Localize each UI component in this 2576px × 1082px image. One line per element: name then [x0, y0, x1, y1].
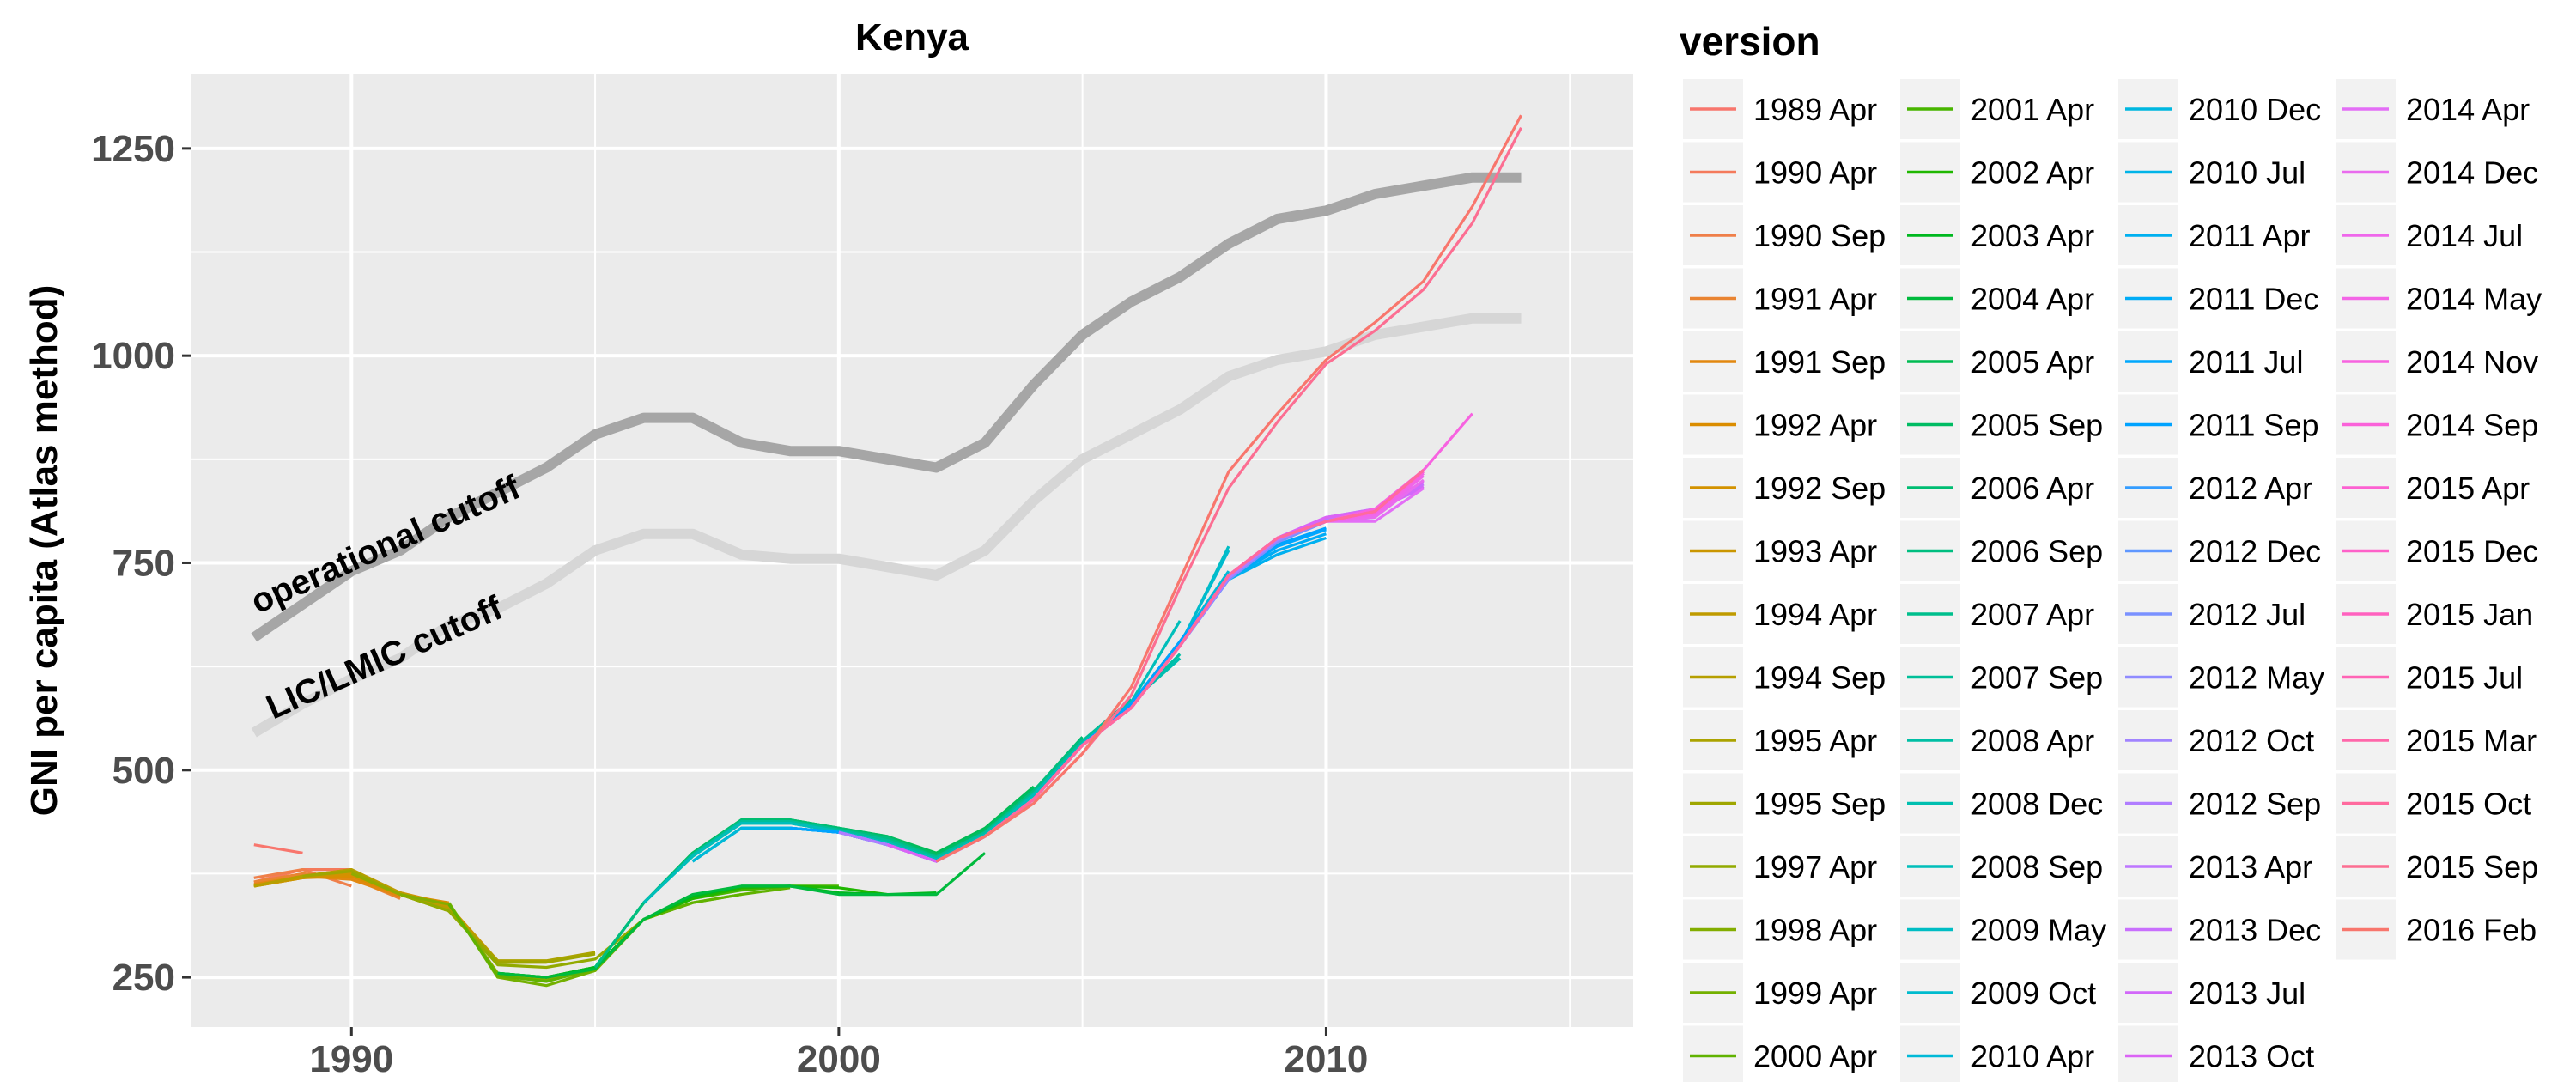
legend-label: 2015 Dec — [2406, 534, 2538, 569]
legend-label: 1995 Apr — [1753, 723, 1877, 758]
operational-cutoff-line — [251, 172, 1522, 642]
legend-label: 2006 Sep — [1971, 534, 2103, 569]
legend-label: 2012 Dec — [2189, 534, 2321, 569]
y-tick-label: 1000 — [91, 335, 175, 377]
legend-label: 2014 Apr — [2406, 92, 2530, 127]
x-tick-label: 2000 — [797, 1038, 881, 1080]
legend-label: 2008 Dec — [1971, 787, 2103, 822]
version-lines — [253, 114, 1522, 988]
legend-label: 1989 Apr — [1753, 92, 1877, 127]
y-tick-label: 250 — [112, 957, 175, 999]
legend-label: 2012 Oct — [2189, 723, 2314, 758]
legend-label: 2008 Apr — [1971, 723, 2094, 758]
plot-panel — [191, 74, 1633, 1027]
legend-key — [1900, 1025, 1960, 1082]
legend-label: 2007 Sep — [1971, 660, 2103, 696]
x-tick-label: 2010 — [1284, 1038, 1368, 1080]
legend-label: 1998 Apr — [1753, 913, 1877, 948]
x-tick-label: 1990 — [309, 1038, 393, 1080]
legend-label: 2014 Dec — [2406, 155, 2538, 191]
y-tick-label: 500 — [112, 750, 175, 792]
legend-label: 1991 Apr — [1753, 282, 1877, 317]
series-line-1989-apr — [253, 843, 303, 854]
legend-label: 1995 Sep — [1753, 787, 1886, 822]
legend-label: 2001 Apr — [1971, 92, 2094, 127]
legend-label: 1999 Apr — [1753, 976, 1877, 1011]
legend-label: 2010 Apr — [1971, 1039, 2094, 1074]
series-line-1990-sep — [253, 867, 352, 888]
legend-label: 1990 Sep — [1753, 218, 1886, 253]
legend-label: 1990 Apr — [1753, 155, 1877, 191]
legend-label: 2008 Sep — [1971, 849, 2103, 884]
legend-label: 1992 Sep — [1753, 471, 1886, 506]
legend-label: 1991 Sep — [1753, 344, 1886, 380]
y-tick-label: 1250 — [91, 128, 175, 170]
legend-label: 2012 May — [2189, 660, 2324, 696]
legend-key — [2118, 1025, 2178, 1082]
legend-label: 2015 Oct — [2406, 787, 2531, 822]
lic-lmic-cutoff-line — [251, 313, 1522, 738]
y-tick-label: 750 — [112, 542, 175, 584]
series-line-2016-feb — [935, 114, 1522, 863]
legend-label: 1994 Apr — [1753, 597, 1877, 632]
legend-label: 2010 Jul — [2189, 155, 2306, 191]
series-line-2004-apr — [497, 852, 987, 979]
legend-label: 2011 Apr — [2189, 218, 2310, 253]
major-grid — [191, 74, 1633, 1027]
series-line-2015-oct — [935, 469, 1425, 863]
legend-label: 1993 Apr — [1753, 534, 1877, 569]
cutoff-lines — [251, 172, 1522, 738]
legend-key — [1683, 1025, 1743, 1082]
legend-label: 2014 May — [2406, 282, 2542, 317]
legend-label: 2016 Feb — [2406, 913, 2537, 948]
legend-label: 2011 Jul — [2189, 344, 2303, 380]
legend-label: 2000 Apr — [1753, 1039, 1877, 1074]
legend-label: 2015 Jan — [2406, 597, 2533, 632]
legend-label: 2009 May — [1971, 913, 2106, 948]
legend-label: 1994 Sep — [1753, 660, 1886, 696]
legend-title: version — [1680, 19, 1820, 64]
axes: 1990 2000 2010 250 500 750 1000 1250 — [91, 128, 1368, 1080]
legend-label: 2003 Apr — [1971, 218, 2094, 253]
legend-label: 2015 Sep — [2406, 849, 2538, 884]
legend-label: 2012 Jul — [2189, 597, 2306, 632]
legend-label: 2004 Apr — [1971, 282, 2094, 317]
legend-label: 2005 Apr — [1971, 344, 2094, 380]
legend-label: 2009 Oct — [1971, 976, 2096, 1011]
y-axis-title: GNI per capita (Atlas method) — [23, 285, 65, 817]
legend-label: 2015 Jul — [2406, 660, 2523, 696]
legend-label: 2011 Sep — [2189, 408, 2318, 443]
legend-label: 2014 Sep — [2406, 408, 2538, 443]
legend-label: 2014 Jul — [2406, 218, 2523, 253]
chart-title: Kenya — [855, 16, 969, 58]
legend-label: 2002 Apr — [1971, 155, 2094, 191]
legend-label: 2010 Dec — [2189, 92, 2321, 127]
legend-label: 2014 Nov — [2406, 344, 2538, 380]
legend-label: 1992 Apr — [1753, 408, 1877, 443]
legend-label: 2012 Apr — [2189, 471, 2312, 506]
legend-label: 2006 Apr — [1971, 471, 2094, 506]
legend-label: 2013 Jul — [2189, 976, 2306, 1011]
legend-label: 2015 Mar — [2406, 723, 2537, 758]
legend-label: 2013 Apr — [2189, 849, 2312, 884]
legend-label: 2005 Sep — [1971, 408, 2103, 443]
legend: version 1989 Apr 1990 Apr 1990 Sep 1991 Apr… — [1680, 19, 2542, 1082]
legend-label: 2012 Sep — [2189, 787, 2321, 822]
legend-label: 2011 Dec — [2189, 282, 2318, 317]
legend-label: 1997 Apr — [1753, 849, 1877, 884]
legend-label: 2013 Oct — [2189, 1039, 2314, 1074]
legend-label: 2015 Apr — [2406, 471, 2530, 506]
legend-label: 2007 Apr — [1971, 597, 2094, 632]
legend-label: 2013 Dec — [2189, 913, 2321, 948]
